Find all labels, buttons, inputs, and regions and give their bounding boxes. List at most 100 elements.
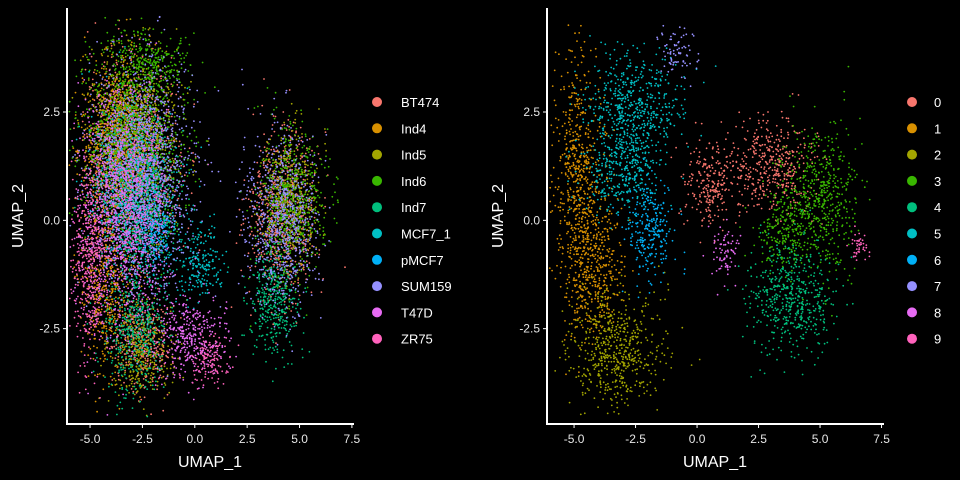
scatter-point [96, 196, 98, 199]
scatter-point [161, 148, 164, 151]
scatter-point [244, 217, 247, 220]
scatter-point [272, 207, 274, 210]
scatter-point [299, 221, 302, 224]
scatter-point [158, 331, 161, 334]
scatter-point [146, 298, 148, 301]
scatter-point [178, 145, 180, 148]
scatter-point [135, 375, 138, 377]
scatter-point [74, 114, 77, 116]
scatter-point [103, 325, 105, 328]
scatter-point [100, 308, 103, 311]
scatter-point [93, 146, 95, 148]
scatter-point [141, 336, 144, 339]
scatter-point [97, 233, 100, 235]
scatter-point [261, 104, 264, 107]
scatter-point [162, 310, 164, 313]
scatter-point [130, 388, 133, 390]
scatter-point [152, 110, 155, 113]
scatter-point [324, 142, 326, 145]
scatter-point [103, 61, 106, 64]
scatter-point [146, 363, 149, 365]
scatter-point [112, 321, 115, 323]
scatter-point [150, 115, 153, 118]
scatter-point [130, 90, 132, 93]
scatter-point [302, 239, 305, 242]
scatter-point [126, 243, 129, 246]
scatter-point [304, 207, 307, 209]
scatter-point [172, 189, 175, 192]
scatter-point [73, 266, 76, 269]
scatter-point [103, 122, 106, 125]
scatter-point [90, 107, 92, 110]
scatter-point [159, 374, 162, 377]
scatter-point [104, 79, 106, 81]
scatter-point [89, 347, 92, 350]
scatter-point [294, 302, 297, 305]
scatter-point [282, 111, 285, 113]
scatter-point [263, 146, 266, 149]
scatter-point [276, 263, 279, 266]
scatter-point [124, 336, 127, 339]
scatter-point [127, 76, 130, 79]
scatter-point [122, 99, 125, 102]
scatter-point [101, 350, 104, 353]
scatter-point [238, 208, 241, 211]
scatter-point [171, 92, 174, 95]
scatter-point [174, 190, 176, 193]
scatter-point [97, 323, 100, 325]
scatter-point [301, 146, 304, 149]
scatter-point [118, 407, 121, 410]
scatter-point [111, 266, 114, 269]
scatter-point [324, 131, 327, 134]
scatter-point [258, 205, 261, 208]
scatter-point [300, 262, 303, 265]
scatter-point [89, 135, 92, 138]
scatter-point [126, 335, 129, 338]
scatter-point [104, 340, 106, 342]
scatter-point [111, 88, 114, 91]
scatter-point [310, 204, 313, 207]
scatter-point [318, 108, 320, 110]
scatter-point [135, 301, 138, 304]
scatter-point [137, 354, 140, 357]
scatter-point [135, 45, 138, 48]
scatter-point [129, 371, 132, 373]
scatter-point [107, 55, 109, 57]
scatter-point [87, 144, 90, 147]
scatter-point [87, 92, 89, 95]
scatter-point [295, 138, 298, 141]
scatter-point [145, 135, 148, 138]
scatter-point [152, 336, 154, 339]
scatter-point [139, 383, 142, 385]
scatter-point [313, 187, 316, 190]
scatter-point [149, 343, 152, 346]
scatter-point [149, 356, 152, 358]
scatter-point [79, 59, 82, 62]
scatter-point [153, 90, 156, 92]
scatter-point [170, 363, 173, 366]
scatter-point [84, 187, 87, 190]
scatter-point [108, 299, 110, 301]
scatter-point [130, 361, 132, 364]
scatter-point [116, 334, 119, 336]
scatter-point [114, 379, 117, 382]
scatter-point [192, 164, 195, 167]
scatter-point [248, 290, 251, 293]
scatter-point [150, 374, 152, 377]
scatter-point [161, 60, 164, 62]
scatter-point [186, 92, 189, 95]
scatter-point [94, 131, 97, 134]
scatter-point [115, 296, 117, 299]
scatter-point [259, 173, 261, 175]
scatter-point [297, 135, 300, 138]
scatter-point [247, 198, 250, 201]
scatter-point [300, 190, 303, 193]
scatter-point [93, 165, 95, 168]
scatter-point [125, 34, 128, 37]
scatter-point [310, 163, 312, 166]
scatter-point [89, 124, 92, 127]
scatter-point [301, 258, 303, 260]
scatter-point [156, 380, 159, 383]
scatter-point [240, 224, 243, 226]
